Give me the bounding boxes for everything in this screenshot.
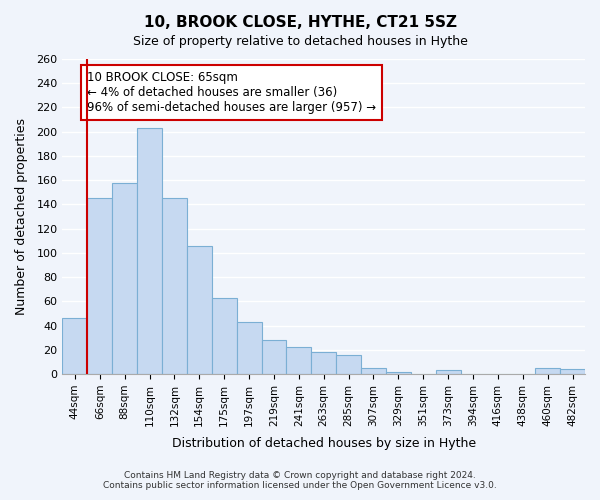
Bar — [162, 198, 187, 374]
Bar — [386, 372, 411, 374]
Bar — [137, 128, 162, 374]
Y-axis label: Number of detached properties: Number of detached properties — [15, 118, 28, 315]
Bar — [236, 322, 262, 374]
Bar — [361, 368, 386, 374]
Bar — [187, 246, 212, 374]
X-axis label: Distribution of detached houses by size in Hythe: Distribution of detached houses by size … — [172, 437, 476, 450]
Bar — [535, 368, 560, 374]
Bar — [112, 182, 137, 374]
Bar — [212, 298, 236, 374]
Bar — [62, 318, 88, 374]
Text: 10, BROOK CLOSE, HYTHE, CT21 5SZ: 10, BROOK CLOSE, HYTHE, CT21 5SZ — [143, 15, 457, 30]
Bar — [336, 354, 361, 374]
Bar — [286, 348, 311, 374]
Text: 10 BROOK CLOSE: 65sqm
← 4% of detached houses are smaller (36)
96% of semi-detac: 10 BROOK CLOSE: 65sqm ← 4% of detached h… — [88, 71, 376, 114]
Text: Size of property relative to detached houses in Hythe: Size of property relative to detached ho… — [133, 35, 467, 48]
Text: Contains HM Land Registry data © Crown copyright and database right 2024.
Contai: Contains HM Land Registry data © Crown c… — [103, 470, 497, 490]
Bar — [560, 369, 585, 374]
Bar — [262, 340, 286, 374]
Bar — [88, 198, 112, 374]
Bar — [436, 370, 461, 374]
Bar — [311, 352, 336, 374]
